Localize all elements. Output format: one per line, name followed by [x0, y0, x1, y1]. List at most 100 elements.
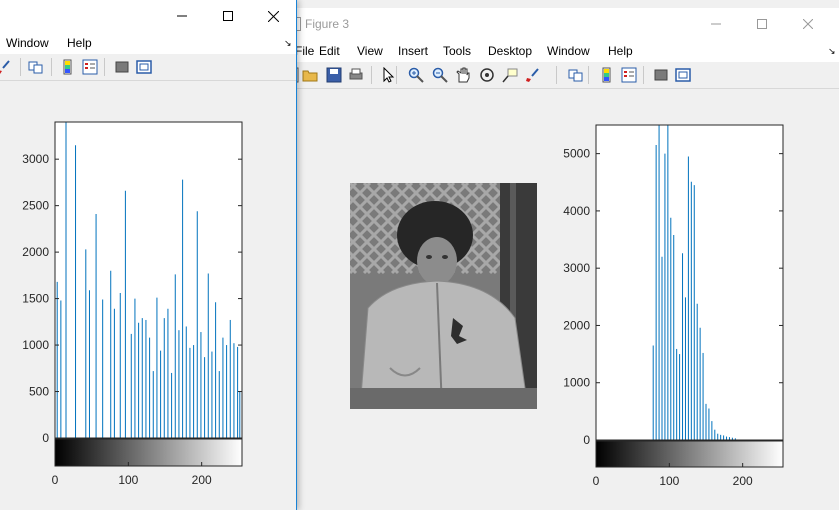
axes-box [54, 121, 243, 439]
menu-bar: Window Help ↘ [0, 32, 296, 54]
link-plot-icon [568, 69, 583, 82]
toolbar-separator [556, 66, 557, 84]
insert-colorbar-button[interactable] [599, 67, 615, 83]
window-title: Figure 3 [305, 17, 350, 31]
data-cursor-button[interactable] [502, 67, 518, 83]
figure-3-window: Figure 3 File Edit View Insert Tools Des… [282, 8, 839, 510]
histogram-axes-area: 0 500 1000 1500 2000 2500 3000 0 100 200 [22, 121, 243, 487]
menu-window[interactable]: Window [547, 44, 590, 58]
minimize-button[interactable] [693, 8, 739, 40]
y-tick-label: 1500 [22, 292, 49, 306]
insert-colorbar-button[interactable] [60, 59, 76, 75]
axes-box [595, 124, 784, 441]
rotate-3d-icon [480, 68, 494, 82]
close-icon [803, 19, 813, 29]
insert-legend-button[interactable] [82, 59, 98, 75]
y-tick-label: 1000 [563, 376, 590, 390]
save-button[interactable] [326, 67, 342, 83]
plot-background [596, 125, 783, 440]
save-icon [326, 67, 342, 83]
y-tick-label: 0 [42, 431, 49, 445]
hide-plot-tools-icon [115, 61, 129, 73]
menu-file[interactable]: File [295, 44, 315, 58]
plot-background [55, 122, 242, 438]
show-plot-tools-icon [136, 60, 152, 74]
rotate-3d-button[interactable] [479, 67, 495, 83]
hide-plot-tools-icon [654, 69, 668, 81]
show-plot-tools-icon [675, 68, 691, 82]
menu-view[interactable]: View [357, 44, 383, 58]
grayscale-colorbar [595, 440, 784, 468]
maximize-icon [223, 11, 233, 21]
figure-toolbar [283, 62, 839, 89]
open-file-icon [302, 70, 318, 82]
minimize-icon [177, 15, 187, 17]
y-tick-label: 3000 [563, 261, 590, 275]
pan-button[interactable] [455, 67, 471, 83]
y-tick-label: 2500 [22, 199, 49, 213]
link-plot-icon [28, 61, 43, 74]
title-bar [0, 0, 296, 32]
brush-button[interactable] [524, 67, 540, 83]
hide-plot-tools-button[interactable] [114, 59, 130, 75]
close-button[interactable] [785, 8, 831, 40]
toolbar-separator [396, 66, 397, 84]
figure-3-axes-area: 0 1000 2000 3000 4000 5000 0 100 200 [350, 124, 784, 488]
brush-icon [0, 60, 10, 74]
insert-colorbar-icon [602, 67, 611, 83]
open-file-button[interactable] [302, 67, 318, 83]
menu-window[interactable]: Window [6, 36, 49, 50]
x-tick-label: 0 [593, 474, 600, 488]
y-tick-label: 2000 [563, 318, 590, 332]
brush-button[interactable] [0, 59, 11, 75]
insert-colorbar-icon [63, 59, 72, 75]
hide-plot-tools-button[interactable] [653, 67, 669, 83]
y-tick-label: 0 [583, 433, 590, 447]
maximize-button[interactable] [739, 8, 785, 40]
grayscale-colorbar [54, 438, 243, 467]
maximize-button[interactable] [205, 0, 251, 32]
menu-tools[interactable]: Tools [443, 44, 472, 58]
zoom-out-icon [432, 67, 448, 83]
close-icon [267, 10, 279, 22]
y-tick-label: 1000 [22, 338, 49, 352]
print-button[interactable] [348, 67, 364, 83]
show-plot-tools-button[interactable] [136, 59, 152, 75]
dock-arrow-icon[interactable]: ↘ [828, 46, 836, 56]
zoom-out-button[interactable] [432, 67, 448, 83]
toolbar-separator [588, 66, 589, 84]
menu-desktop[interactable]: Desktop [488, 44, 533, 58]
menu-insert[interactable]: Insert [398, 44, 429, 58]
link-plot-button[interactable] [28, 59, 44, 75]
insert-legend-button[interactable] [621, 67, 637, 83]
histogram-figure-window: Window Help ↘ 0 500 1000 1500 2000 2500 3000 0 1… [0, 0, 297, 510]
toolbar-separator [20, 58, 21, 76]
pointer-button[interactable] [380, 66, 396, 83]
y-tick-label: 4000 [563, 204, 590, 218]
dock-arrow-icon[interactable]: ↘ [284, 38, 292, 48]
title-bar: Figure 3 [283, 8, 839, 40]
link-plot-button[interactable] [568, 67, 584, 83]
x-tick-label: 200 [192, 473, 212, 487]
show-plot-tools-button[interactable] [675, 67, 691, 83]
x-tick-label: 0 [52, 473, 59, 487]
insert-legend-icon [82, 59, 98, 75]
minimize-button[interactable] [159, 0, 205, 32]
toolbar-separator [104, 58, 105, 76]
menu-help[interactable]: Help [67, 36, 92, 50]
menu-edit[interactable]: Edit [319, 44, 340, 58]
print-icon [349, 68, 363, 80]
menu-help[interactable]: Help [608, 44, 633, 58]
y-tick-label: 3000 [22, 152, 49, 166]
pointer-icon [383, 66, 395, 83]
x-tick-label: 200 [733, 474, 753, 488]
y-tick-label: 2000 [22, 245, 49, 259]
y-tick-label: 5000 [563, 147, 590, 161]
zoom-in-button[interactable] [408, 67, 424, 83]
toolbar-separator [643, 66, 644, 84]
pan-icon [456, 67, 470, 83]
brush-icon [526, 68, 539, 82]
menu-bar: File Edit View Insert Tools Desktop Wind… [283, 40, 839, 62]
close-button[interactable] [250, 0, 296, 32]
data-cursor-icon [502, 68, 518, 83]
